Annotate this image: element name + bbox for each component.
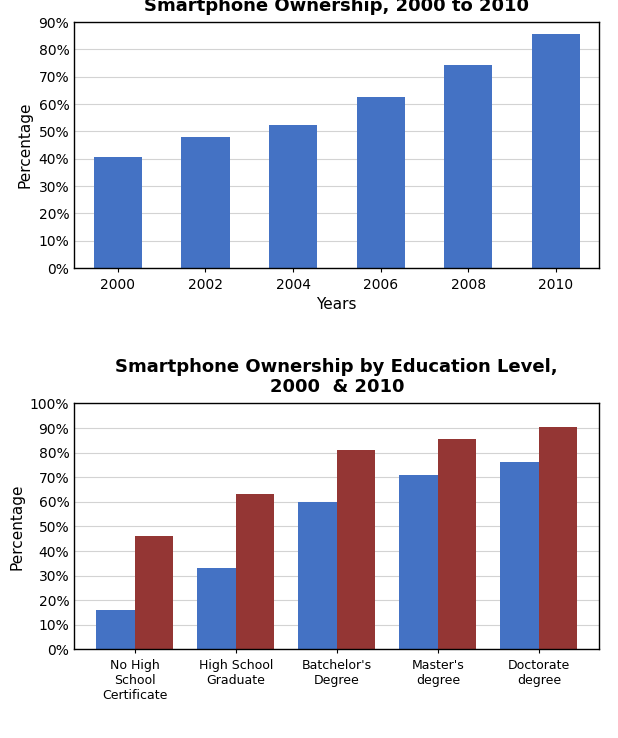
Y-axis label: Percentage: Percentage [18, 102, 33, 188]
Title: Smartphone Ownership, 2000 to 2010: Smartphone Ownership, 2000 to 2010 [145, 0, 529, 15]
Bar [357, 97, 405, 268]
Bar [399, 475, 438, 649]
Bar [197, 568, 236, 649]
Bar [501, 463, 539, 649]
Bar [337, 450, 375, 649]
Bar [269, 125, 317, 268]
Bar [444, 64, 492, 268]
Bar [539, 427, 577, 649]
Bar [236, 494, 274, 649]
Bar [438, 439, 476, 649]
X-axis label: Years: Years [316, 297, 357, 312]
Bar [135, 537, 173, 649]
Y-axis label: Percentage: Percentage [9, 483, 24, 570]
Bar [94, 157, 142, 268]
Bar [298, 502, 337, 649]
Bar [96, 610, 135, 649]
Title: Smartphone Ownership by Education Level,
2000  & 2010: Smartphone Ownership by Education Level,… [116, 357, 558, 396]
Bar [531, 35, 580, 268]
Bar [182, 137, 229, 268]
